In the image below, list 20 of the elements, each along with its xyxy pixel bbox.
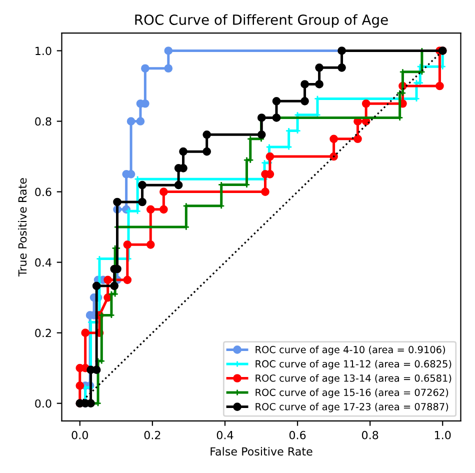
x-tick-label: 0.6 <box>289 430 306 440</box>
x-tick-label: 0.8 <box>362 430 378 440</box>
y-tick-label: 0.0 <box>35 399 52 408</box>
legend-label: ROC curve of age 4-10 (area = 0.9106) <box>256 346 445 356</box>
y-tick-label: 0.4 <box>35 258 52 267</box>
y-tick-label: 1.0 <box>36 46 52 56</box>
legend-label: ROC curve of age 13-14 (area = 0.6581) <box>256 374 452 384</box>
legend-label: ROC curve of age 17-23 (area = 07887) <box>256 402 448 412</box>
y-tick-label: 0.2 <box>35 328 51 338</box>
y-tick-label: 0.8 <box>35 117 52 126</box>
legend-label: ROC curve of age 15-16 (area = 07262) <box>256 388 448 398</box>
x-tick-label: 0.0 <box>72 430 88 440</box>
legend-label: ROC curve of age 11-12 (area = 0.6825) <box>256 360 452 370</box>
x-tick-label: 0.2 <box>144 430 160 440</box>
y-axis-title: True Positive Rate <box>18 178 27 277</box>
x-tick-label: 1.0 <box>435 430 451 440</box>
x-axis-title: False Positive Rate <box>210 447 312 456</box>
y-tick-label: 0.6 <box>35 188 52 196</box>
chart-title: ROC Curve of Different Group of Age <box>135 14 388 28</box>
x-tick-label: 0.4 <box>216 430 234 440</box>
